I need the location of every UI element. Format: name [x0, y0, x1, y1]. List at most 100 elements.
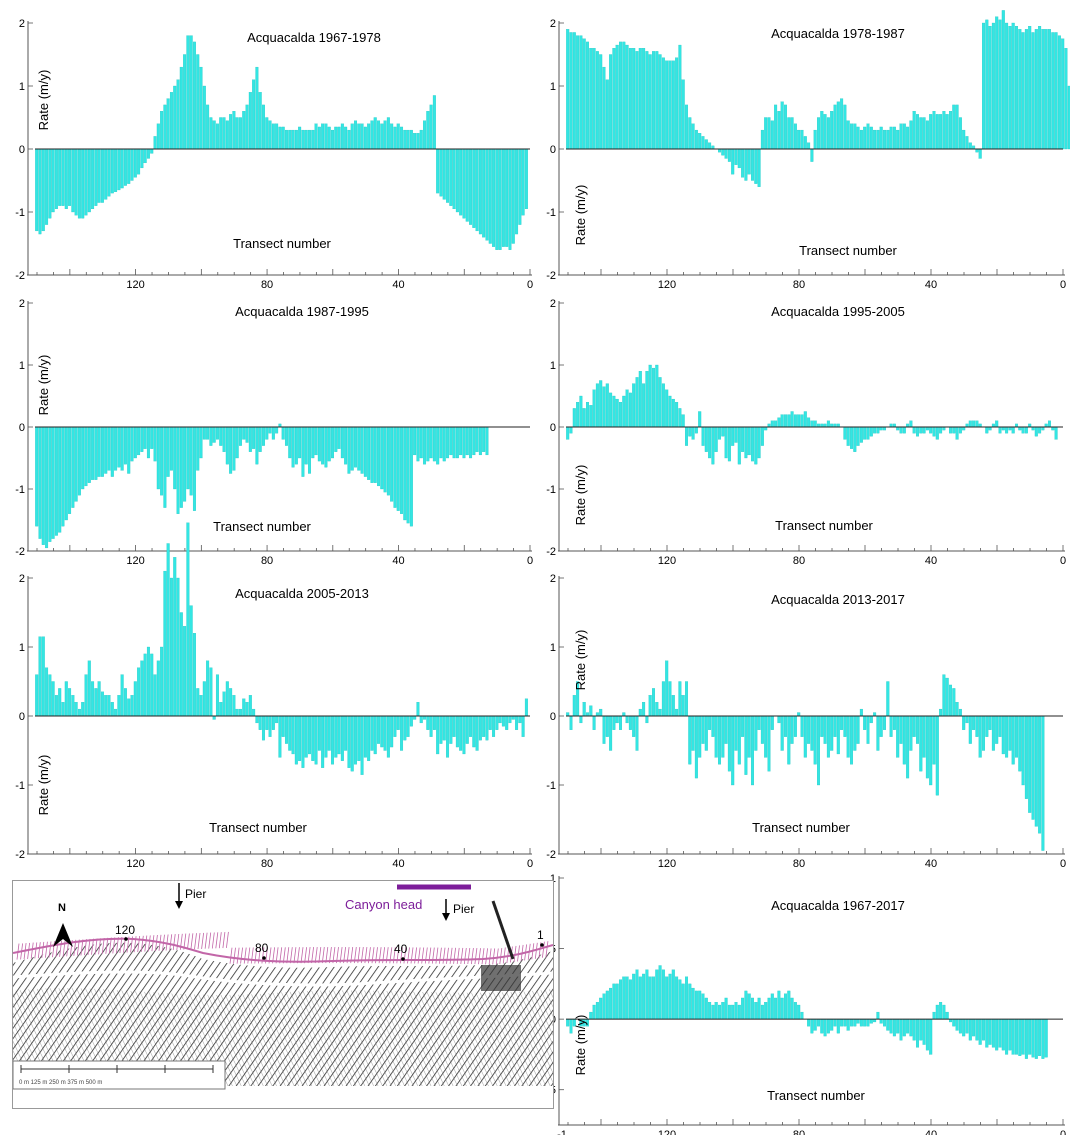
transect-line	[481, 948, 485, 965]
bar	[340, 426, 344, 459]
bar	[566, 426, 570, 440]
bar	[163, 426, 167, 508]
bar	[701, 715, 705, 744]
bar	[176, 426, 180, 514]
bar	[432, 715, 436, 730]
bar	[354, 715, 358, 765]
bar	[859, 426, 863, 443]
bar	[645, 371, 649, 428]
bar	[446, 426, 450, 459]
bar	[724, 148, 728, 159]
bar	[248, 695, 252, 717]
bar	[455, 715, 459, 748]
bar	[426, 111, 430, 150]
bar	[843, 426, 847, 440]
bar	[612, 395, 616, 428]
bar	[212, 715, 216, 720]
bar	[442, 426, 446, 462]
bar	[317, 126, 321, 150]
bar	[760, 715, 764, 744]
bar	[655, 969, 659, 1020]
bar	[803, 715, 807, 758]
bar	[863, 715, 867, 730]
bar	[635, 969, 639, 1020]
transect-line	[169, 934, 173, 951]
bar	[595, 712, 599, 717]
transect-line	[201, 932, 204, 949]
transect-line	[155, 934, 158, 952]
bar	[291, 426, 295, 468]
bar	[518, 148, 522, 225]
bar	[744, 148, 748, 181]
bar	[423, 120, 427, 150]
bar	[1011, 1018, 1015, 1055]
bar	[222, 117, 226, 150]
bar	[215, 674, 219, 717]
bar	[942, 1004, 946, 1020]
bar	[307, 426, 311, 474]
bar	[314, 426, 318, 456]
bar	[196, 54, 200, 150]
y-tick-label: -1	[15, 780, 25, 792]
bar	[505, 148, 509, 247]
bar	[982, 22, 986, 150]
transect-line	[80, 939, 84, 956]
bar	[579, 715, 583, 724]
bar	[830, 1018, 834, 1031]
bar	[383, 715, 387, 751]
bar	[508, 148, 512, 250]
bar	[186, 35, 190, 150]
bar	[628, 48, 632, 150]
bar	[265, 426, 269, 440]
transect-line	[304, 947, 307, 964]
transect-line	[446, 947, 449, 964]
bar	[685, 976, 689, 1020]
bar	[757, 715, 761, 730]
transect-marker-120	[124, 937, 128, 941]
bar	[350, 123, 354, 150]
bar	[995, 16, 999, 150]
bar	[873, 712, 877, 717]
bar	[648, 695, 652, 717]
bar	[91, 426, 95, 480]
bar	[793, 1002, 797, 1020]
x-tick-label: 120	[126, 279, 144, 291]
bar	[156, 660, 160, 717]
bar	[1018, 715, 1022, 772]
y-tick-label: 2	[550, 18, 556, 30]
bar	[199, 695, 203, 717]
bar	[582, 702, 586, 717]
bar	[708, 426, 712, 459]
bar	[628, 715, 632, 730]
bar	[714, 426, 718, 452]
x-axis-label: Transect number	[767, 1088, 865, 1103]
bar	[622, 976, 626, 1020]
bar	[186, 522, 190, 717]
bar	[137, 426, 141, 456]
bar	[1005, 1018, 1009, 1055]
bar	[469, 715, 473, 737]
bar	[968, 1018, 972, 1041]
bar	[790, 411, 794, 428]
bar	[770, 715, 774, 730]
pier-arrow-right-head-icon	[442, 913, 450, 921]
bar	[906, 715, 910, 779]
y-axis: 2 1 0 -1 -2	[15, 573, 33, 861]
bar	[150, 653, 154, 717]
bar	[988, 715, 992, 730]
bar	[100, 426, 104, 477]
bar	[373, 426, 377, 483]
bar	[436, 715, 440, 755]
x-tick-label: 40	[925, 858, 937, 870]
transect-line	[208, 932, 212, 949]
bar	[114, 426, 118, 471]
bar	[304, 715, 308, 758]
bar	[701, 426, 705, 446]
transect-line	[194, 933, 197, 950]
chart-title: Acquacalda 1995-2005	[771, 304, 905, 319]
bar	[252, 79, 256, 150]
bar	[698, 411, 702, 428]
bar	[386, 715, 390, 758]
transect-line	[48, 941, 52, 958]
bar	[668, 973, 672, 1020]
